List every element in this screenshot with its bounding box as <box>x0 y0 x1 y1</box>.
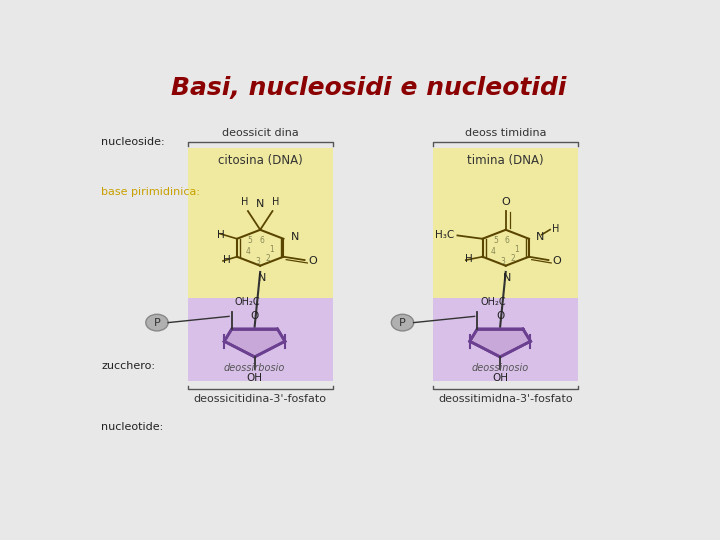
Text: 5: 5 <box>493 236 498 245</box>
Text: H: H <box>222 255 230 265</box>
Polygon shape <box>469 329 531 357</box>
Text: 3: 3 <box>500 256 505 266</box>
Text: deossinosio: deossinosio <box>472 363 528 373</box>
Text: OH: OH <box>247 373 263 383</box>
Text: P: P <box>399 318 406 328</box>
Text: O: O <box>552 256 561 266</box>
Text: O: O <box>496 312 504 321</box>
FancyBboxPatch shape <box>433 298 578 381</box>
Polygon shape <box>224 329 285 357</box>
Circle shape <box>145 314 168 331</box>
Text: H: H <box>464 254 472 264</box>
Text: OH: OH <box>492 373 508 383</box>
Text: nucleotide:: nucleotide: <box>101 422 163 431</box>
Text: O: O <box>308 256 318 266</box>
Text: N: N <box>258 273 266 283</box>
FancyBboxPatch shape <box>433 148 578 298</box>
Text: P: P <box>153 318 161 328</box>
Text: 6: 6 <box>505 236 510 245</box>
Text: 3: 3 <box>255 256 260 266</box>
Circle shape <box>392 314 413 331</box>
Text: N: N <box>256 199 264 209</box>
Text: 6: 6 <box>259 236 264 245</box>
Text: 4: 4 <box>491 247 496 256</box>
Text: O: O <box>501 197 510 207</box>
Text: deossitimidna-3'-fosfato: deossitimidna-3'-fosfato <box>438 394 573 404</box>
Text: 5: 5 <box>248 236 253 245</box>
Text: H: H <box>272 197 279 207</box>
Text: deoss timidina: deoss timidina <box>465 127 546 138</box>
Text: base pirimidinica:: base pirimidinica: <box>101 187 200 197</box>
Text: H: H <box>241 197 248 207</box>
Text: Basi, nucleosidi e nucleotidi: Basi, nucleosidi e nucleotidi <box>171 76 567 100</box>
FancyBboxPatch shape <box>188 148 333 298</box>
Text: N: N <box>291 232 299 242</box>
Text: 1: 1 <box>515 245 519 254</box>
Text: citosina (DNA): citosina (DNA) <box>218 154 302 167</box>
Text: zucchero:: zucchero: <box>101 361 156 372</box>
FancyBboxPatch shape <box>188 298 333 381</box>
Text: deossicit dina: deossicit dina <box>222 127 299 138</box>
Text: deossirbosio: deossirbosio <box>224 363 285 373</box>
Text: deossicitidina-3'-fosfato: deossicitidina-3'-fosfato <box>194 394 327 404</box>
Text: timina (DNA): timina (DNA) <box>467 154 544 167</box>
Text: N: N <box>536 232 544 242</box>
Text: H₃C: H₃C <box>436 230 454 240</box>
Text: H: H <box>552 224 559 234</box>
Text: nucleoside:: nucleoside: <box>101 137 165 147</box>
Text: 4: 4 <box>246 247 251 256</box>
Text: O: O <box>251 312 258 321</box>
Text: OH₂C: OH₂C <box>235 297 260 307</box>
Text: 2: 2 <box>510 254 516 262</box>
Text: N: N <box>503 273 512 283</box>
Text: H: H <box>217 230 225 240</box>
Text: 2: 2 <box>265 254 270 262</box>
Text: 1: 1 <box>269 245 274 254</box>
Text: OH₂C: OH₂C <box>480 297 505 307</box>
